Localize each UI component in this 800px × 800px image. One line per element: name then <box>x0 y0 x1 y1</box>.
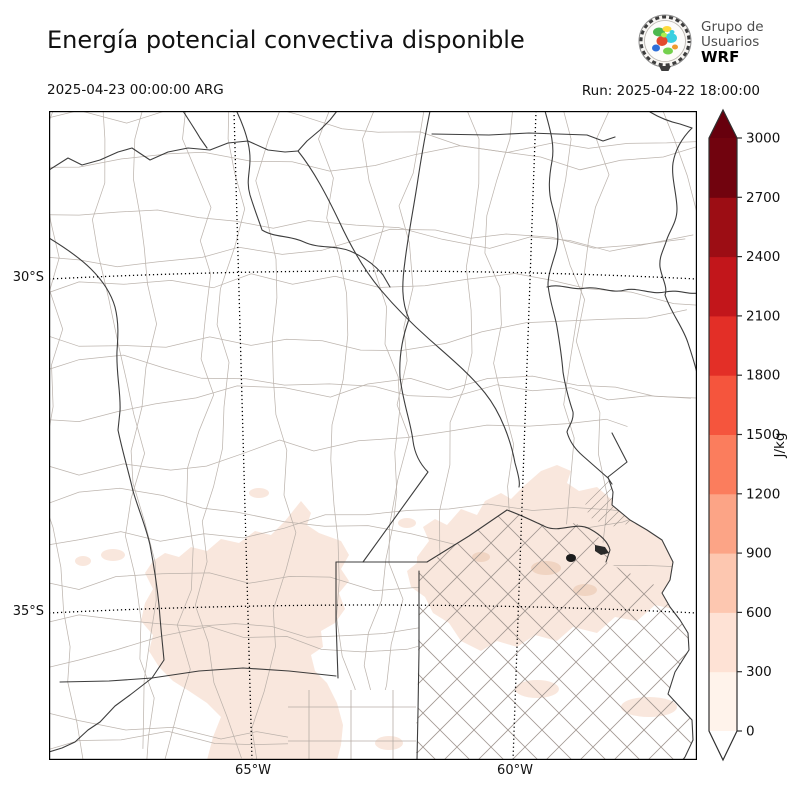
page-title: Energía potencial convectiva disponible <box>47 26 525 54</box>
colorbar-segment <box>709 256 737 317</box>
run-datetime: Run: 2025-04-22 18:00:00 <box>581 83 760 99</box>
map-border <box>49 111 697 760</box>
colorbar-tick-label: 2400 <box>746 249 780 265</box>
logo-line-usuarios: Usuarios <box>701 33 760 50</box>
lon-label-60w: 60°W <box>497 763 533 778</box>
colorbar-segment <box>709 375 737 435</box>
emblem-radar-blobs <box>652 26 678 55</box>
colorbar-tick-label: 0 <box>746 724 755 740</box>
ba-department-boundaries <box>417 510 697 760</box>
colorbar-tick-label: 1500 <box>746 427 780 443</box>
colorbar-tick-label: 2100 <box>746 308 780 324</box>
colorbar-unit-label: J/kg <box>772 433 788 459</box>
rio-de-la-plata-water <box>608 407 697 760</box>
province-boundaries <box>48 110 698 761</box>
wrf-logo: Grupo de Usuarios WRF <box>637 11 764 73</box>
valid-datetime: 2025-04-23 00:00:00 ARG <box>47 82 224 98</box>
colorbar-segment <box>709 197 737 258</box>
colorbar-segment <box>709 671 737 732</box>
colorbar-segment <box>709 612 737 673</box>
colorbar-tick-label: 1800 <box>746 368 780 384</box>
colorbar-ticks: 0 300 600 900 1200 1500 1800 2100 2400 2700 3000 <box>737 131 780 740</box>
map-canvas <box>39 98 775 782</box>
colorbar-tick-label: 2700 <box>746 190 780 206</box>
colorbar-over-arrow <box>709 110 737 138</box>
department-boundaries <box>39 98 775 782</box>
colorbar-canvas: 0 300 600 900 1200 1500 1800 2100 2400 2700 3000 J/… <box>708 108 788 762</box>
lat-label-30s: 30°S <box>12 270 44 285</box>
colorbar-tick-label: 600 <box>746 605 772 621</box>
colorbar-segment <box>709 553 737 613</box>
colorbar-tick-label: 1200 <box>746 486 780 502</box>
lat-label-35s: 35°S <box>12 604 44 619</box>
graticule-65w <box>233 110 253 761</box>
colorbar-under-arrow <box>709 731 737 760</box>
colorbar-segment <box>709 315 737 376</box>
colorbar-tick-label: 3000 <box>746 131 780 147</box>
graticule <box>48 110 698 761</box>
graticule-30s <box>48 270 698 280</box>
weather-map <box>39 98 775 782</box>
colorbar-segments <box>709 138 737 732</box>
lon-label-65w: 65°W <box>235 763 271 778</box>
wrf-logo-text: Grupo de Usuarios WRF <box>701 18 764 66</box>
colorbar-segment <box>709 434 737 495</box>
colorbar-tick-label: 300 <box>746 664 772 680</box>
graticule-60w <box>512 110 537 761</box>
graticule-35s <box>48 604 698 614</box>
colorbar: 0 300 600 900 1200 1500 1800 2100 2400 2700 3000 J/… <box>700 100 800 780</box>
logo-line-wrf: WRF <box>701 47 740 66</box>
colorbar-segment <box>709 493 737 554</box>
parana-delta-marker <box>595 545 609 555</box>
wrf-emblem-icon <box>638 14 692 71</box>
colorbar-segment <box>709 138 737 198</box>
logo-line-grupo: Grupo de <box>701 18 764 35</box>
lapampa-department-boundaries <box>288 690 416 760</box>
colorbar-tick-label: 900 <box>746 546 772 562</box>
buenos-aires-city-marker <box>566 554 576 562</box>
